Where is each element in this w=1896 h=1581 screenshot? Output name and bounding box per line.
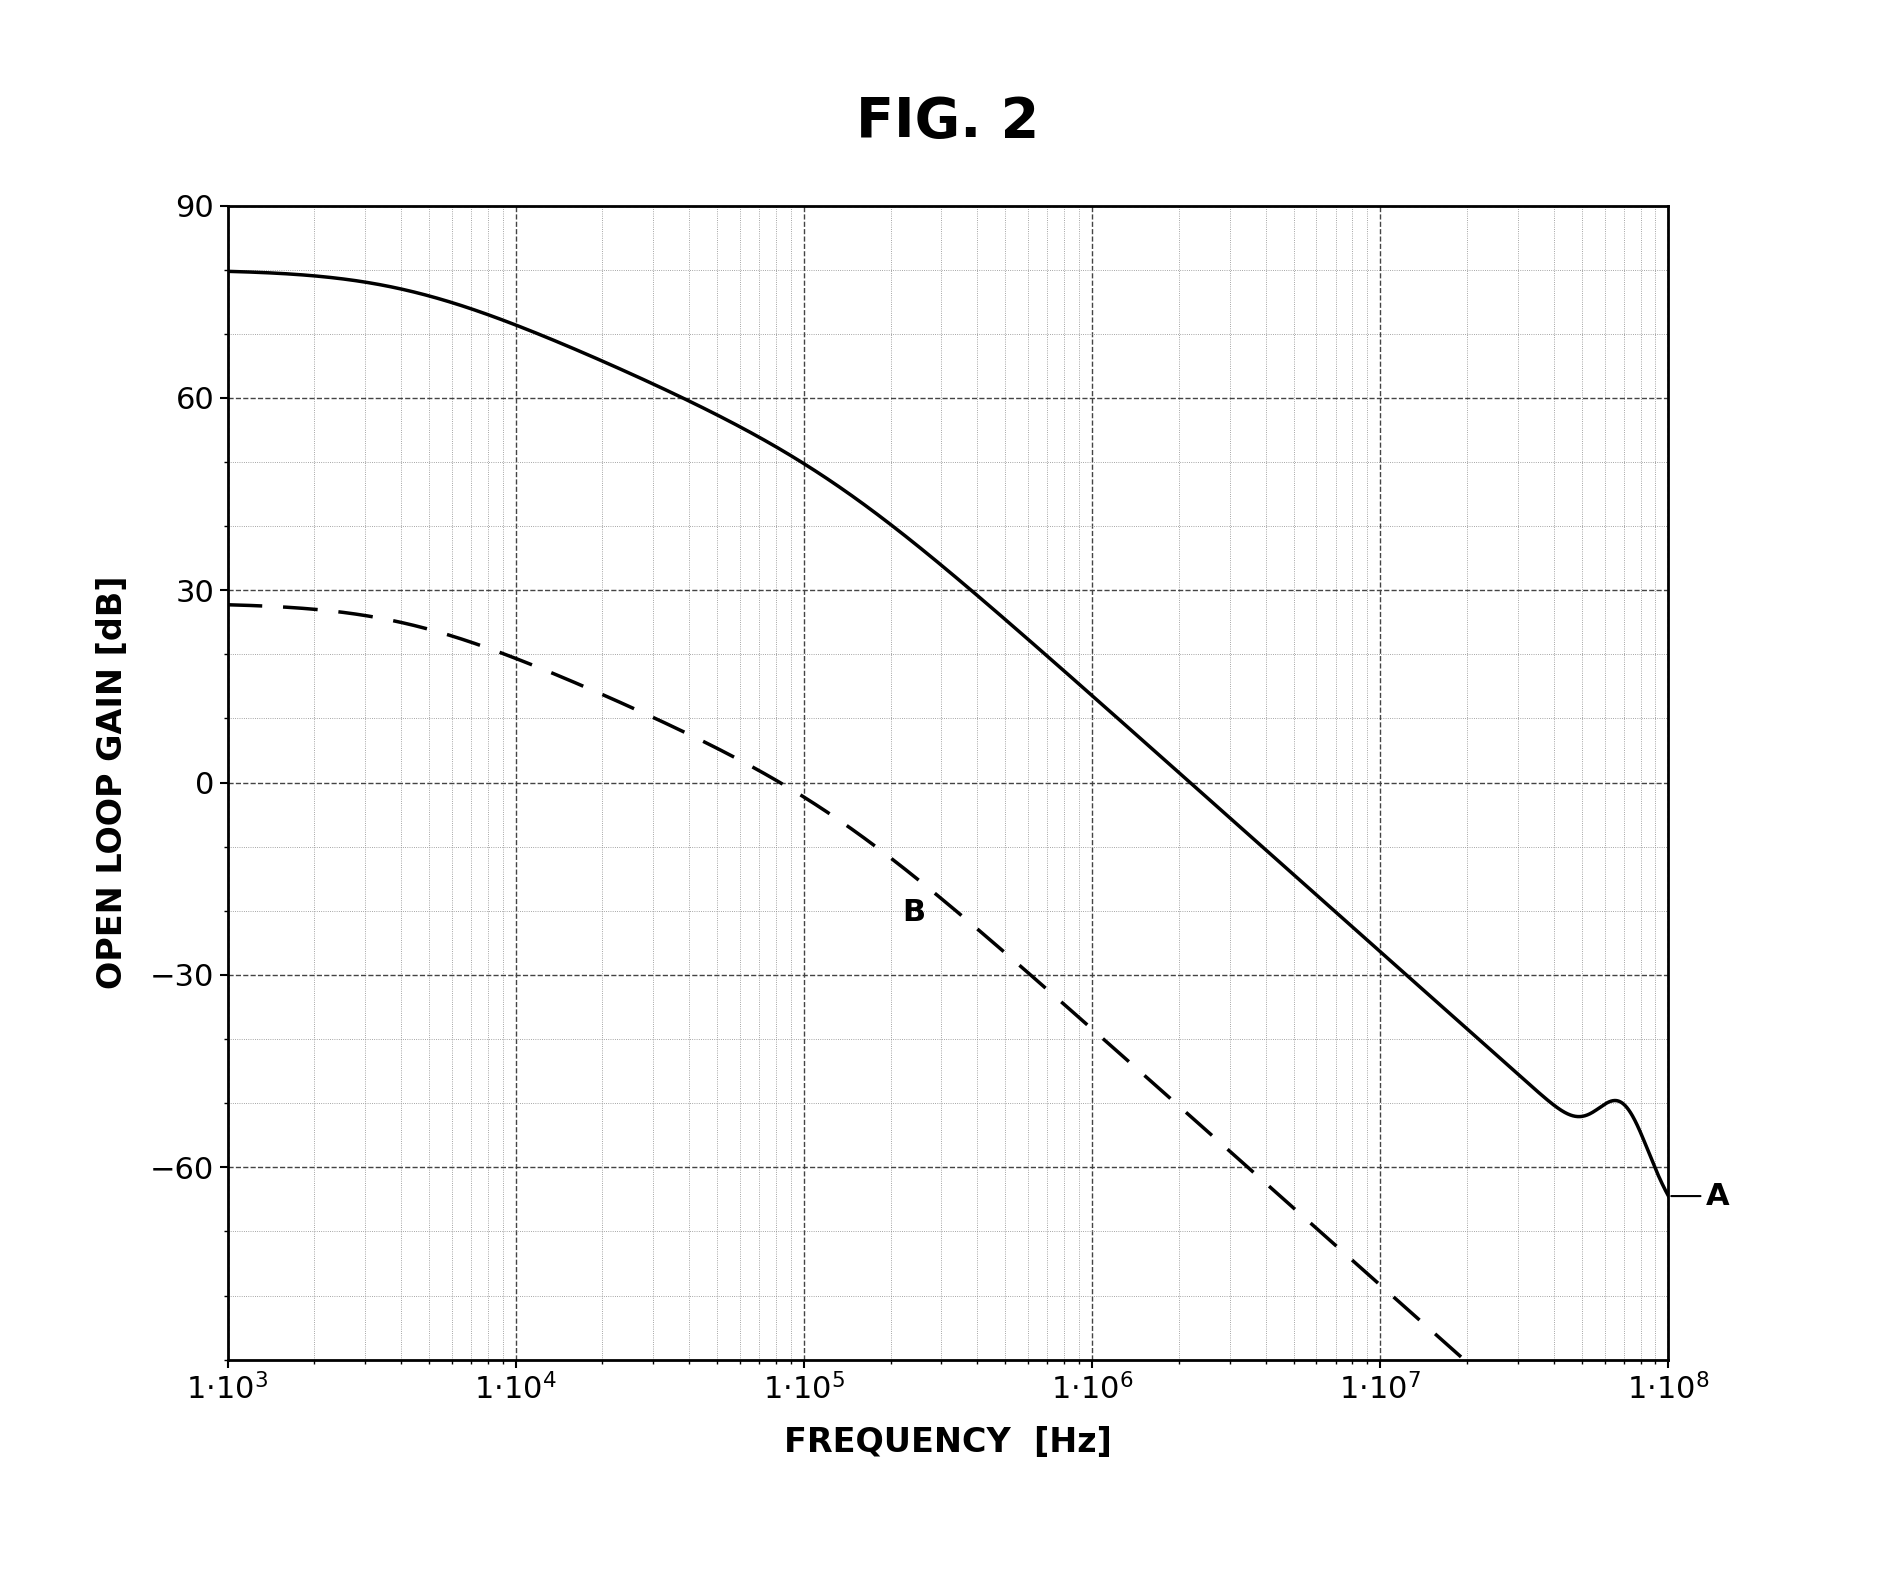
Text: A: A [1670,1181,1729,1211]
Text: FIG. 2: FIG. 2 [857,95,1039,149]
Text: B: B [902,898,925,926]
Y-axis label: OPEN LOOP GAIN [dB]: OPEN LOOP GAIN [dB] [97,575,129,990]
X-axis label: FREQUENCY  [Hz]: FREQUENCY [Hz] [785,1426,1111,1459]
